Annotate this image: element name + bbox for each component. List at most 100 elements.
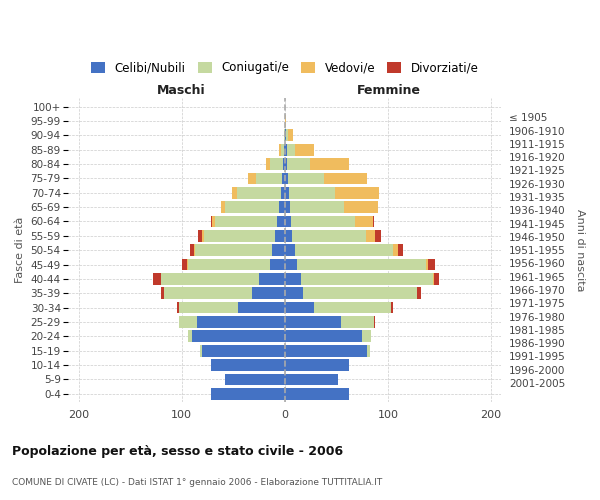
Bar xyxy=(225,201,278,213)
Bar xyxy=(367,345,370,356)
Bar xyxy=(275,230,285,241)
Bar xyxy=(195,244,272,256)
Bar xyxy=(289,187,335,198)
Bar xyxy=(285,359,349,371)
Bar xyxy=(285,388,349,400)
Bar xyxy=(285,216,291,228)
Bar xyxy=(301,273,433,285)
Bar xyxy=(285,144,287,156)
Bar xyxy=(391,302,393,314)
Bar xyxy=(288,130,293,141)
Bar xyxy=(179,302,238,314)
Bar xyxy=(291,216,355,228)
Bar xyxy=(238,187,281,198)
Bar xyxy=(285,115,286,127)
Bar xyxy=(194,244,195,256)
Bar xyxy=(393,244,398,256)
Bar xyxy=(292,230,366,241)
Bar xyxy=(314,302,391,314)
Bar xyxy=(290,201,344,213)
Bar xyxy=(200,345,202,356)
Bar xyxy=(398,244,403,256)
Bar xyxy=(295,244,393,256)
Bar xyxy=(215,216,277,228)
Bar xyxy=(190,244,194,256)
Bar xyxy=(278,144,281,156)
Bar xyxy=(153,273,161,285)
Bar xyxy=(284,144,285,156)
Bar xyxy=(286,130,288,141)
Bar xyxy=(285,330,362,342)
Bar xyxy=(202,345,285,356)
Bar xyxy=(285,316,341,328)
Bar xyxy=(285,345,367,356)
Bar xyxy=(198,230,202,241)
Bar xyxy=(221,201,225,213)
Bar xyxy=(285,130,286,141)
Bar xyxy=(310,158,349,170)
Bar xyxy=(324,172,367,184)
Bar xyxy=(284,130,285,141)
Bar xyxy=(285,230,292,241)
Bar xyxy=(202,230,205,241)
Bar xyxy=(197,316,285,328)
Bar xyxy=(225,374,285,386)
Bar xyxy=(285,158,287,170)
Bar xyxy=(285,187,289,198)
Bar xyxy=(211,359,285,371)
Bar xyxy=(433,273,434,285)
Bar xyxy=(376,230,380,241)
Bar xyxy=(271,258,285,270)
Bar xyxy=(188,330,192,342)
Bar xyxy=(285,273,301,285)
Bar xyxy=(366,230,376,241)
Bar xyxy=(416,288,421,299)
Bar xyxy=(278,201,285,213)
Bar xyxy=(297,258,426,270)
Bar xyxy=(285,288,304,299)
Bar xyxy=(211,388,285,400)
Bar xyxy=(176,302,179,314)
Text: Femmine: Femmine xyxy=(356,84,421,98)
Bar xyxy=(256,172,282,184)
Bar xyxy=(287,158,310,170)
Bar xyxy=(285,201,290,213)
Bar xyxy=(428,258,435,270)
Bar xyxy=(182,258,187,270)
Bar xyxy=(362,330,371,342)
Bar xyxy=(212,216,215,228)
Bar xyxy=(288,172,324,184)
Bar xyxy=(187,258,188,270)
Bar xyxy=(232,187,238,198)
Bar xyxy=(295,144,314,156)
Bar xyxy=(271,158,283,170)
Bar xyxy=(285,374,338,386)
Bar xyxy=(341,316,374,328)
Bar xyxy=(281,144,284,156)
Y-axis label: Fasce di età: Fasce di età xyxy=(15,217,25,284)
Bar xyxy=(282,172,285,184)
Bar xyxy=(259,273,285,285)
Bar xyxy=(426,258,428,270)
Bar xyxy=(192,330,285,342)
Bar xyxy=(248,172,256,184)
Bar xyxy=(277,216,285,228)
Bar xyxy=(287,144,295,156)
Bar xyxy=(161,288,164,299)
Bar xyxy=(304,288,416,299)
Bar xyxy=(179,316,197,328)
Bar xyxy=(283,158,285,170)
Y-axis label: Anni di nascita: Anni di nascita xyxy=(575,209,585,292)
Bar xyxy=(161,273,259,285)
Bar xyxy=(344,201,377,213)
Text: COMUNE DI CIVATE (LC) - Dati ISTAT 1° gennaio 2006 - Elaborazione TUTTITALIA.IT: COMUNE DI CIVATE (LC) - Dati ISTAT 1° ge… xyxy=(12,478,382,487)
Bar xyxy=(285,302,314,314)
Bar xyxy=(355,216,373,228)
Bar xyxy=(164,288,252,299)
Bar xyxy=(252,288,285,299)
Bar xyxy=(211,216,212,228)
Bar xyxy=(335,187,379,198)
Legend: Celibi/Nubili, Coniugati/e, Vedovi/e, Divorziati/e: Celibi/Nubili, Coniugati/e, Vedovi/e, Di… xyxy=(91,62,478,74)
Bar xyxy=(285,172,288,184)
Bar xyxy=(434,273,439,285)
